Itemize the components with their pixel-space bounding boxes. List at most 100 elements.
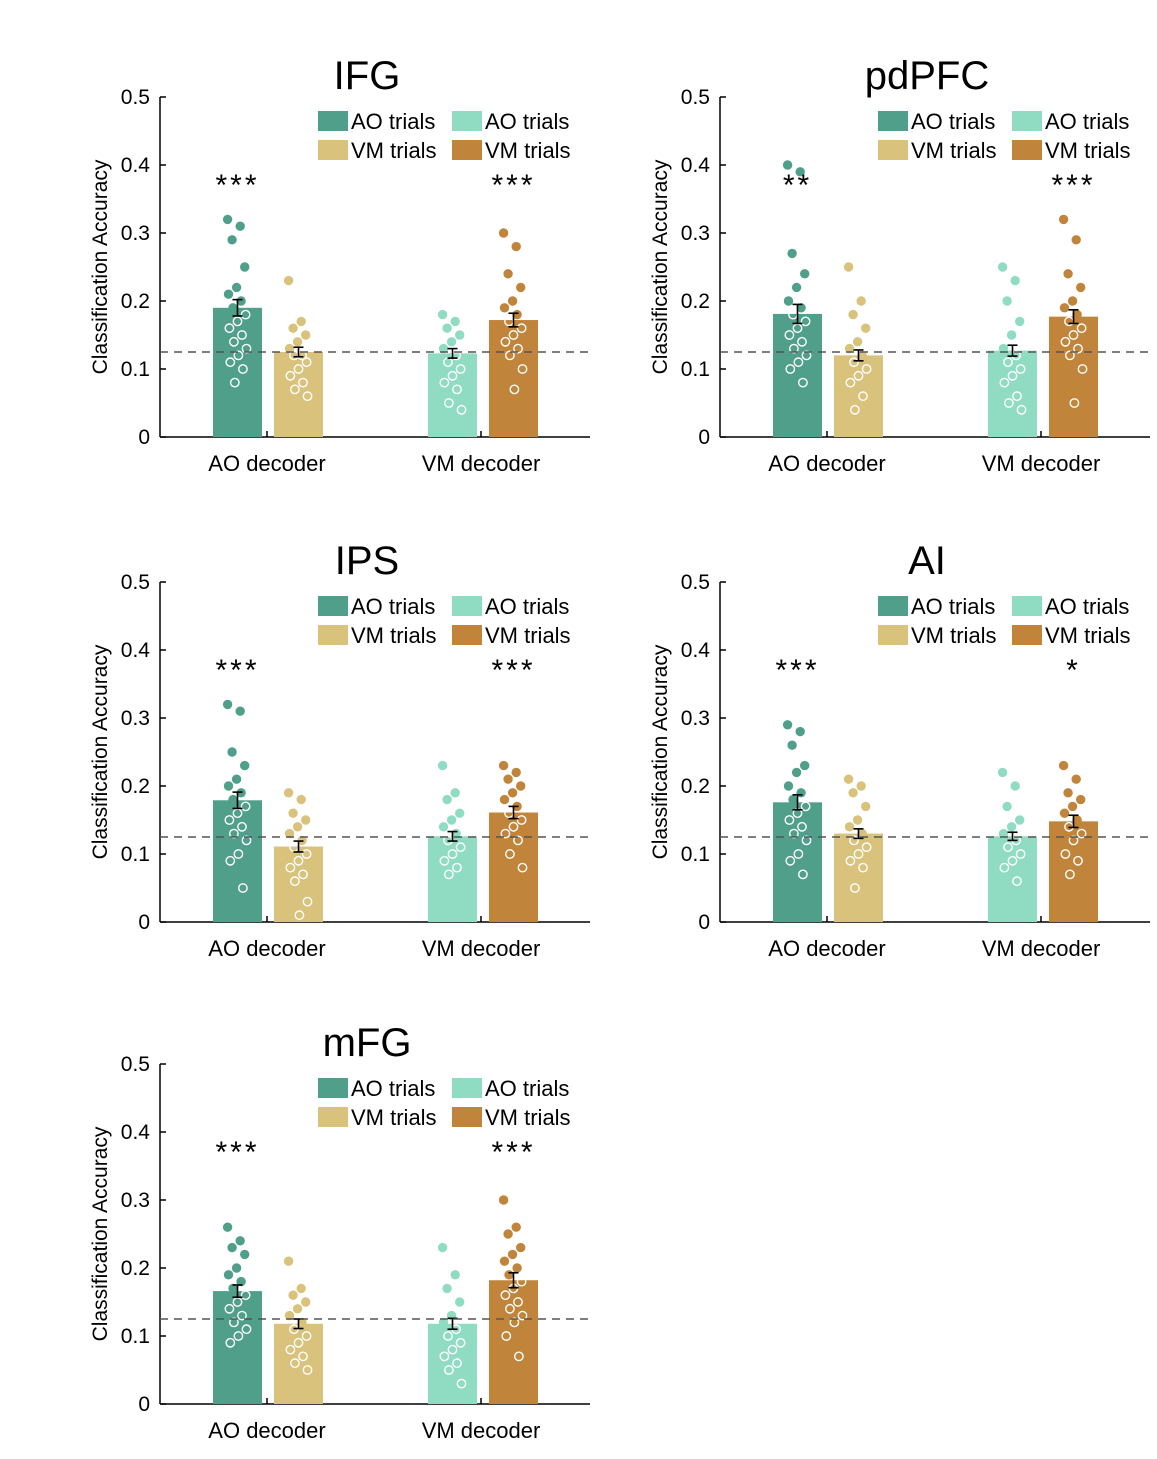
data-point [997,767,1008,778]
bar [1049,316,1098,437]
legend-swatch [318,596,348,616]
data-point [1007,370,1018,381]
data-point [456,404,467,415]
data-point [511,767,521,778]
data-point [301,815,311,825]
data-point [233,849,244,859]
data-point [437,1242,448,1253]
data-point [1059,808,1070,818]
data-point [225,1337,236,1348]
data-point [298,1351,308,1362]
data-point [447,849,458,859]
y-tick-label: 0.4 [681,154,711,177]
data-point [437,760,448,771]
data-point [1067,801,1078,812]
data-point [1012,876,1022,887]
data-point [446,815,457,825]
data-point [1002,801,1012,812]
x-category-label: VM decoder [982,936,1101,961]
data-point [789,828,799,839]
data-point [231,774,242,784]
data-point [791,282,802,293]
data-point [499,1256,510,1266]
data-point [1068,835,1079,846]
data-point [240,1249,250,1260]
y-axis-label: Classification Accuracy [649,644,672,859]
data-point [783,781,794,791]
data-point [302,896,313,907]
data-point [782,720,793,730]
data-point [1012,391,1022,402]
data-point [301,849,312,859]
data-point [798,869,808,880]
data-point [241,1324,252,1335]
data-point [850,404,860,415]
data-point [284,1310,295,1321]
data-point [1076,282,1086,293]
data-point [224,1303,235,1314]
data-point [1076,828,1087,839]
data-point [292,822,303,832]
data-point [1058,760,1069,771]
y-tick-label: 0.4 [121,1121,151,1144]
data-point [1015,364,1026,374]
panel-ifg: IFG 0 0.1 0.2 0.3 0.4 0.5 Classification Accura… [89,54,590,476]
data-point [1063,788,1073,798]
data-point [516,323,527,334]
data-point [1068,330,1079,340]
data-point [800,316,811,327]
data-point [1060,849,1071,859]
data-point [843,774,854,784]
panel-ai: AI 0 0.1 0.2 0.3 0.4 0.5 Classification Accurac… [649,539,1150,961]
data-point [508,821,519,832]
legend-label: AO trials [911,109,995,134]
data-point [285,1344,296,1355]
data-point [233,1331,244,1341]
panel-ips: IPS 0 0.1 0.2 0.3 0.4 0.5 Classification Accura… [89,539,590,961]
data-point [513,343,523,354]
bar [213,1291,262,1404]
data-point [516,815,527,825]
significance-marker: *** [775,654,819,687]
y-tick-label: 0.2 [681,290,710,313]
y-tick-label: 0.1 [681,358,710,381]
data-point [227,235,237,245]
data-point [293,1337,304,1348]
data-point [229,377,240,388]
data-point [998,828,1009,839]
data-point [443,1331,453,1341]
data-point [1010,275,1020,286]
data-point [997,262,1008,272]
data-point [235,706,245,716]
legend-label: AO trials [1045,594,1129,619]
data-point [507,788,518,798]
data-point [227,1242,237,1253]
data-point [499,794,510,805]
data-point [1010,781,1020,791]
data-point [849,357,859,368]
legend-swatch [452,625,482,645]
legend-label: AO trials [351,109,435,134]
legend-label: VM trials [485,1105,571,1130]
legend-swatch [878,140,908,160]
data-point [512,1263,522,1273]
data-point [450,1270,460,1280]
chart-title: mFG [323,1021,412,1065]
data-point [1059,303,1070,313]
legend-label: AO trials [485,594,569,619]
y-tick-label: 0.2 [121,290,150,313]
data-point [853,849,864,859]
data-point [439,1351,450,1362]
chart-title: AI [908,539,946,583]
x-category-label: AO decoder [208,1418,325,1443]
y-tick-label: 0 [138,1393,150,1416]
data-point [513,1297,523,1307]
legend-swatch [452,111,482,131]
data-point [1006,330,1017,340]
data-point [442,323,452,333]
data-point [1071,774,1081,784]
data-point [443,1365,454,1375]
data-point [241,835,252,846]
data-point [500,1290,511,1301]
y-tick-label: 0.3 [121,222,150,245]
